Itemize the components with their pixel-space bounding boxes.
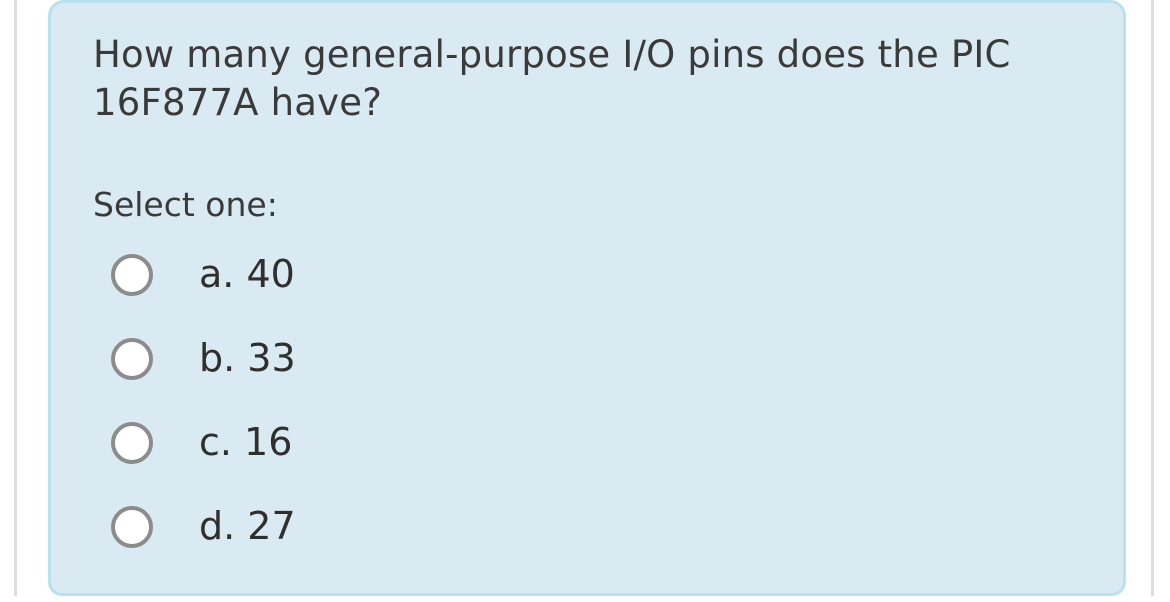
page-right-rule xyxy=(1151,0,1154,596)
select-one-label: Select one: xyxy=(93,185,278,224)
answer-label-b[interactable]: b. 33 xyxy=(199,336,296,380)
answer-option-a[interactable]: a. 40 xyxy=(93,251,993,335)
page-left-rule xyxy=(14,0,17,596)
radio-button-a[interactable] xyxy=(111,254,153,296)
answer-option-d[interactable]: d. 27 xyxy=(93,503,993,587)
question-card: How many general-purpose I/O pins does t… xyxy=(48,0,1126,596)
answer-label-d[interactable]: d. 27 xyxy=(199,504,296,548)
answer-option-b[interactable]: b. 33 xyxy=(93,335,993,419)
answer-label-c[interactable]: c. 16 xyxy=(199,420,293,464)
question-text: How many general-purpose I/O pins does t… xyxy=(93,33,1011,124)
answer-option-c[interactable]: c. 16 xyxy=(93,419,993,503)
radio-button-c[interactable] xyxy=(111,422,153,464)
radio-button-d[interactable] xyxy=(111,506,153,548)
answer-options-list: a. 40 b. 33 c. 16 d. 27 xyxy=(93,251,993,587)
radio-button-b[interactable] xyxy=(111,338,153,380)
answer-label-a[interactable]: a. 40 xyxy=(199,252,295,296)
